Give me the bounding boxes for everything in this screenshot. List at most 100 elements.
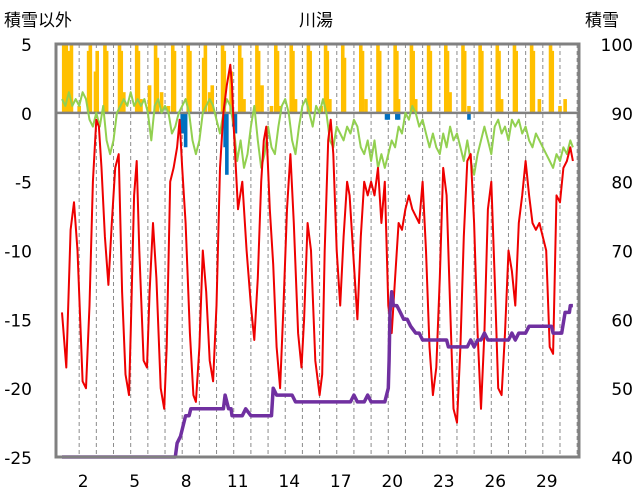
sunshine-bar bbox=[448, 92, 452, 113]
right-axis-title: 積雪 bbox=[585, 11, 619, 31]
sunshine-bar bbox=[136, 50, 141, 113]
sunshine-bar bbox=[395, 50, 399, 113]
precipitation-bar bbox=[183, 112, 188, 148]
sunshine-bar bbox=[229, 71, 233, 113]
sunshine-bar bbox=[537, 99, 542, 113]
sunshine-bar bbox=[278, 105, 282, 113]
x-tick-label: 14 bbox=[278, 472, 300, 492]
precipitation-bar bbox=[467, 112, 471, 120]
precipitation-bar bbox=[180, 112, 185, 134]
sunshine-bar bbox=[122, 92, 126, 113]
precipitation-bar bbox=[225, 112, 229, 175]
right-tick-label: 60 bbox=[611, 311, 633, 331]
sunshine-bar bbox=[328, 99, 332, 113]
sunshine-bar bbox=[293, 99, 298, 113]
left-tick-label: -5 bbox=[15, 174, 32, 194]
right-tick-label: 70 bbox=[611, 243, 633, 263]
x-tick-label: 17 bbox=[330, 472, 352, 492]
series-lines bbox=[56, 63, 579, 459]
precipitation-bars bbox=[180, 112, 471, 175]
sunshine-bars bbox=[61, 44, 567, 113]
sunshine-bar bbox=[428, 50, 433, 113]
snow-depth-line bbox=[62, 290, 573, 459]
humidity-line bbox=[61, 91, 574, 176]
sunshine-bar bbox=[119, 50, 124, 113]
sunshine-bar bbox=[210, 85, 215, 113]
sunshine-bar bbox=[360, 50, 365, 113]
sunshine-bar bbox=[260, 85, 264, 113]
sunshine-bar bbox=[550, 50, 555, 113]
right-tick-label: 80 bbox=[611, 174, 633, 194]
sunshine-bar bbox=[325, 50, 330, 113]
left-tick-label: -25 bbox=[4, 449, 32, 469]
left-tick-label: -20 bbox=[4, 380, 32, 400]
x-tick-label: 20 bbox=[381, 472, 403, 492]
sunshine-bar bbox=[155, 57, 160, 113]
sunshine-bar bbox=[291, 50, 295, 113]
x-tick-label: 26 bbox=[484, 472, 506, 492]
sunshine-bar bbox=[61, 44, 66, 113]
left-tick-label: 5 bbox=[21, 36, 32, 56]
sunshine-bar bbox=[172, 50, 177, 113]
sunshine-bar bbox=[104, 50, 109, 113]
plot-border bbox=[54, 42, 581, 459]
sunshine-bar bbox=[308, 50, 312, 113]
x-tick-label: 23 bbox=[433, 472, 455, 492]
x-tick-label: 5 bbox=[129, 472, 140, 492]
left-tick-label: -15 bbox=[4, 311, 32, 331]
sunshine-bar bbox=[188, 50, 192, 113]
right-tick-label: 50 bbox=[611, 380, 633, 400]
sunshine-bar bbox=[445, 50, 450, 113]
sunshine-bar bbox=[342, 57, 347, 113]
precipitation-bar bbox=[396, 112, 401, 120]
right-tick-label: 90 bbox=[611, 105, 633, 125]
sunshine-bar bbox=[514, 50, 518, 113]
sunshine-bar bbox=[462, 50, 467, 113]
right-tick-label: 100 bbox=[601, 36, 633, 56]
precipitation-bar bbox=[233, 112, 238, 134]
plot-frame bbox=[54, 42, 581, 459]
sunshine-bar bbox=[147, 85, 152, 113]
sunshine-bar bbox=[275, 50, 280, 113]
sunshine-bar bbox=[531, 50, 536, 113]
x-tick-label: 2 bbox=[78, 472, 89, 492]
sunshine-bar bbox=[563, 99, 567, 113]
sunshine-bar bbox=[67, 50, 71, 113]
sunshine-bar bbox=[77, 105, 81, 113]
left-axis-title: 積雪以外 bbox=[4, 11, 72, 31]
sunshine-bar bbox=[480, 50, 484, 113]
sunshine-bar bbox=[499, 99, 504, 113]
sunshine-bar bbox=[69, 44, 74, 113]
sunshine-bar bbox=[203, 44, 208, 113]
sunshine-bar bbox=[256, 50, 261, 113]
x-tick-label: 11 bbox=[227, 472, 249, 492]
sunshine-bar bbox=[239, 57, 244, 113]
sunshine-bar bbox=[95, 50, 100, 113]
sunshine-bar bbox=[377, 50, 382, 113]
sunshine-bar bbox=[396, 99, 401, 113]
left-tick-label: -10 bbox=[4, 243, 32, 263]
x-tick-label: 29 bbox=[536, 472, 558, 492]
sunshine-bar bbox=[411, 50, 415, 113]
sunshine-bar bbox=[166, 105, 171, 113]
sunshine-bar bbox=[64, 44, 69, 113]
x-tick-label: 8 bbox=[181, 472, 192, 492]
precipitation-bar bbox=[386, 112, 391, 120]
chart-title: 川湯 bbox=[299, 11, 333, 31]
sunshine-bar bbox=[242, 99, 246, 113]
left-tick-label: 0 bbox=[21, 105, 32, 125]
sunshine-bar bbox=[88, 44, 93, 113]
sunshine-bar bbox=[467, 105, 471, 113]
sunshine-bar bbox=[558, 105, 562, 113]
right-tick-label: 40 bbox=[611, 449, 633, 469]
sunshine-bar bbox=[207, 92, 212, 113]
sunshine-bar bbox=[159, 92, 164, 113]
sunshine-bar bbox=[413, 99, 418, 113]
sunshine-bar bbox=[269, 105, 274, 113]
temperature-line bbox=[61, 63, 574, 424]
sunshine-bar bbox=[222, 50, 227, 113]
sunshine-bar bbox=[497, 50, 501, 113]
sunshine-bar bbox=[364, 99, 368, 113]
